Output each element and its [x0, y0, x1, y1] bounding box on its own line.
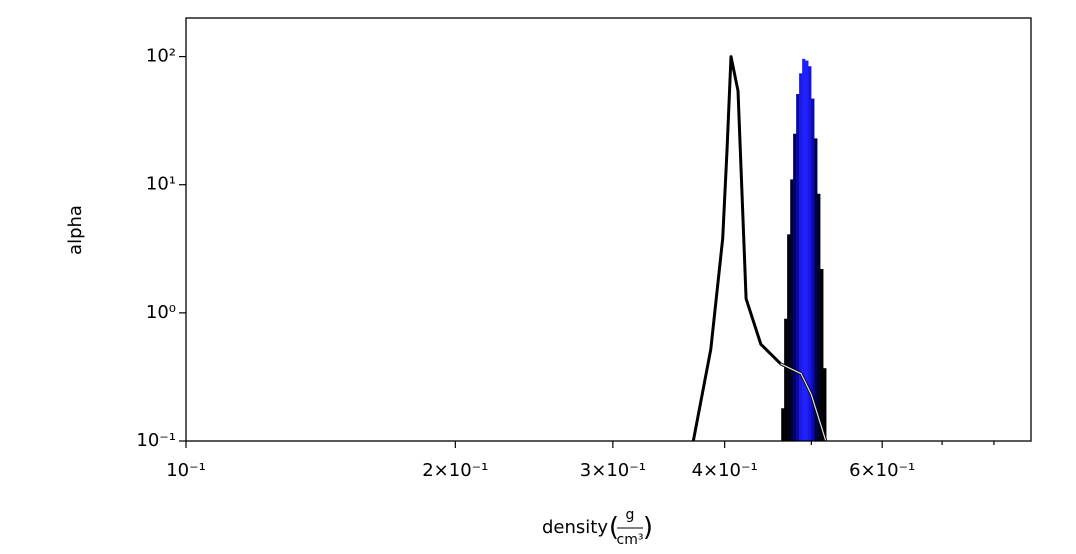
bar: [781, 408, 785, 441]
x-axis-label: density: [542, 517, 608, 538]
bar: [808, 66, 812, 441]
y-axis-label: alpha: [65, 205, 86, 255]
bar: [793, 133, 797, 441]
bar: [820, 268, 824, 441]
bar: [811, 98, 815, 441]
line: [780, 363, 827, 441]
x-tick-label: 6×10⁻¹: [849, 460, 915, 481]
y-tick-label: 10¹: [146, 174, 176, 195]
bar: [787, 234, 791, 441]
bar: [784, 318, 788, 441]
bar: [814, 138, 818, 441]
bar: [790, 179, 794, 441]
bar: [802, 58, 806, 441]
y-tick-label: 10⁰: [146, 302, 176, 323]
plot-frame: [185, 17, 1032, 442]
x-tick-label: 4×10⁻¹: [692, 460, 758, 481]
paren: (: [609, 513, 619, 543]
y-tick-label: 10⁻¹: [136, 430, 176, 451]
x-tick-label: 2×10⁻¹: [422, 460, 488, 481]
x-unit-numerator: g: [626, 507, 635, 523]
bar: [805, 60, 809, 441]
bar: [799, 73, 803, 441]
x-tick-label: 10⁻¹: [166, 460, 206, 481]
y-tick-label: 10²: [146, 46, 176, 67]
bar: [796, 94, 800, 441]
plot-area: [691, 55, 828, 441]
x-tick-label: 3×10⁻¹: [580, 460, 646, 481]
bar: [823, 368, 827, 441]
x-unit-denominator: cm³: [617, 532, 644, 548]
paren: ): [643, 513, 653, 543]
bar: [817, 193, 821, 441]
